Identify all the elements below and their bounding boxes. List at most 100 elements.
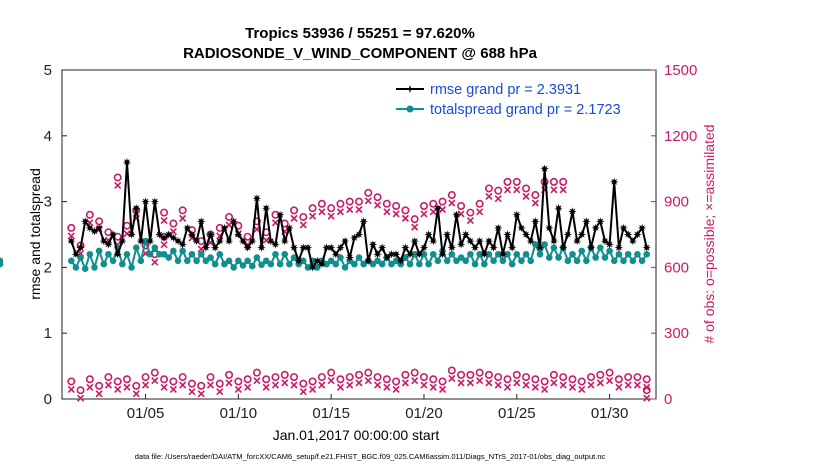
series-point [541,241,548,248]
series-point [499,257,507,265]
series-point [118,236,127,246]
series-point [211,260,219,268]
series-point [136,236,146,246]
series-point [554,204,563,213]
obs-assimilated-point [420,210,428,218]
obs-assimilated-point [457,379,465,387]
obs-possible-point [299,212,308,221]
series-point [351,260,358,268]
series-point [336,243,345,252]
obs-possible-point [382,199,391,208]
obs-possible-point [401,206,410,215]
y-tick-label: 3 [44,194,52,211]
obs-possible-point [290,206,299,215]
series-point [100,260,108,268]
series-point [392,257,400,265]
obs-assimilated-point [141,381,150,389]
series-point [170,247,177,255]
y2-axis-label: # of obs: o=possible; ×=assimilated [701,124,717,343]
legend-rmse: rmse grand pr = 2.3931 [430,82,581,98]
obs-assimilated-point [336,208,345,216]
obs-assimilated-point [513,186,521,194]
obs-assimilated-point [114,385,122,394]
series-point [461,230,470,239]
obs-assimilated-point [559,381,567,389]
series-point [620,257,627,265]
obs-possible-point [85,210,94,219]
x-tick-label: 01/05 [127,405,165,422]
series-point [405,250,415,259]
obs-assimilated-point [606,377,614,385]
obs-possible-point [160,208,169,217]
obs-possible-point [475,368,484,377]
obs-possible-point [290,373,299,382]
series-point [517,223,526,233]
series-point [104,240,113,249]
obs-possible-point [271,373,280,382]
obs-assimilated-point [67,232,75,240]
obs-possible-point [596,370,605,379]
series-point [364,256,373,265]
obs-possible-point [364,188,373,197]
obs-assimilated-point [318,208,326,216]
series-point [275,210,285,219]
series-point [0,257,4,265]
legend-spread-marker [406,105,414,113]
series-point [508,260,516,268]
y2-tick-label: 1500 [664,62,697,79]
obs-possible-point [466,370,475,379]
series-point [122,157,132,167]
series-point [230,264,238,271]
obs-assimilated-point [466,379,474,387]
series-point [634,250,641,258]
obs-assimilated-point [624,381,632,389]
obs-assimilated-point [392,385,400,394]
obs-possible-point [197,381,206,390]
series-point [192,236,201,246]
series-point [128,264,135,271]
series-point [94,223,104,233]
obs-assimilated-point [309,385,317,394]
obs-possible-point [373,193,382,202]
series-point [317,259,327,269]
legend-spread: totalspread grand pr = 2.1723 [430,102,621,118]
obs-assimilated-point [448,199,456,207]
obs-possible-point [354,370,363,379]
series-point [480,250,489,259]
series-point [188,250,196,258]
series-point [531,217,540,226]
obs-possible-point [336,375,345,384]
series-point [359,217,368,226]
obs-assimilated-point [197,245,205,253]
obs-possible-point [447,191,456,200]
series-point [527,257,535,265]
series-point [160,250,168,258]
obs-assimilated-point [160,383,168,391]
series-point [72,264,80,271]
series-point [415,250,424,259]
series-point [300,257,307,265]
y-axis-label: rmse and totalspread [27,168,43,300]
series-point [266,236,275,246]
series-point [155,230,164,239]
obs-assimilated-point [244,383,252,391]
obs-possible-point [549,370,558,379]
obs-assimilated-point [346,206,354,214]
obs-possible-point [104,373,113,382]
obs-possible-point [614,375,623,384]
obs-assimilated-point [151,377,159,385]
y-tick-label: 5 [44,62,52,79]
series-point [77,254,84,261]
obs-assimilated-point [411,223,419,231]
series-point [507,243,517,252]
series-point [610,257,618,265]
series-point [289,243,299,252]
series-point [456,240,466,249]
obs-assimilated-point [596,379,604,387]
obs-possible-point [373,373,382,382]
series-point [475,236,484,246]
obs-possible-point [234,377,243,386]
obs-assimilated-point [160,217,168,225]
obs-assimilated-point [476,377,484,385]
series-point [462,257,470,265]
